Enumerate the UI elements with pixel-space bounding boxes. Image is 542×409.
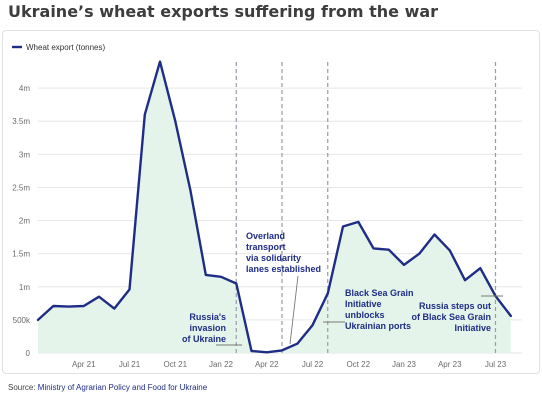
x-tick-label: Jan 23 — [392, 360, 417, 369]
y-tick-label: 2m — [19, 217, 30, 226]
source-text: Ministry of Agrarian Policy and Food for… — [37, 383, 208, 392]
event-annotation: Ukrainian ports — [345, 321, 411, 331]
y-tick-label: 3.5m — [12, 117, 30, 126]
y-tick-label: 1m — [19, 283, 30, 292]
event-annotation: of Black Sea Grain — [411, 312, 491, 322]
y-tick-label: 1.5m — [12, 250, 30, 259]
series-line — [36, 60, 512, 354]
x-tick-label: Jul 21 — [119, 360, 141, 369]
x-tick-label: Apr 21 — [72, 360, 96, 369]
event-annotation: via solidarity — [246, 253, 301, 263]
legend-label: Wheat export (tonnes) — [26, 43, 105, 52]
x-tick-label: Apr 22 — [255, 360, 279, 369]
event-annotation: Russia's — [189, 312, 226, 322]
event-annotation: lanes established — [246, 264, 321, 274]
series-area — [38, 61, 511, 353]
event-annotation: of Ukraine — [182, 334, 226, 344]
y-tick-label: 500k — [13, 316, 31, 325]
event-annotation: Black Sea Grain — [345, 288, 414, 298]
event-annotation: unblocks — [345, 310, 385, 320]
source-label: Source: — [8, 383, 38, 392]
x-tick-label: Oct 22 — [346, 360, 370, 369]
event-annotation: invasion — [189, 323, 226, 333]
y-tick-label: 0 — [26, 349, 31, 358]
x-tick-label: Apr 23 — [438, 360, 462, 369]
event-annotation: Initiative — [345, 299, 382, 309]
event-annotation: Overland — [246, 231, 285, 241]
y-tick-label: 2.5m — [12, 183, 30, 192]
annotation-arrow — [289, 275, 299, 345]
page-title: Ukraine’s wheat exports suffering from t… — [8, 2, 439, 21]
event-annotation: Initiative — [454, 323, 491, 333]
event-annotation: transport — [246, 242, 286, 252]
x-tick-label: Jul 22 — [302, 360, 324, 369]
y-tick-label: 3m — [19, 150, 30, 159]
y-tick-label: 4m — [19, 84, 30, 93]
event-annotation: Russia steps out — [419, 301, 491, 311]
x-tick-label: Oct 21 — [163, 360, 187, 369]
x-tick-label: Jan 22 — [209, 360, 234, 369]
source-note: Source: Ministry of Agrarian Policy and … — [8, 383, 207, 392]
x-tick-label: Jul 23 — [485, 360, 507, 369]
